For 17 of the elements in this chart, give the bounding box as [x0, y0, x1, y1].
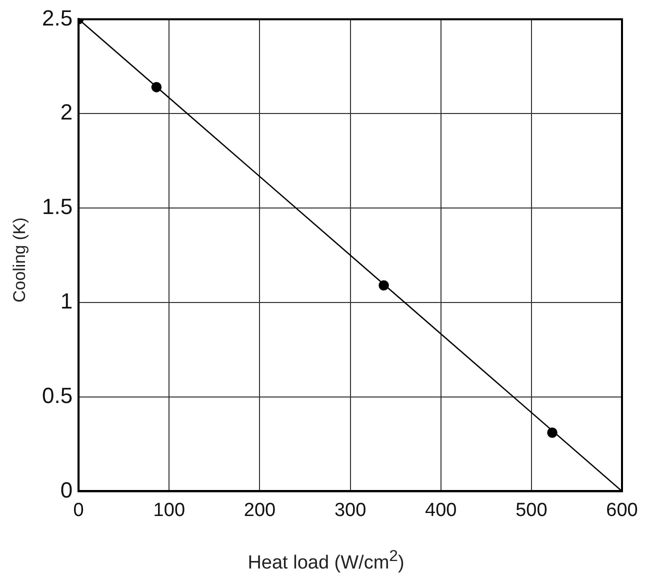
x-tick-label: 300 [334, 500, 366, 521]
x-tick-label: 400 [425, 500, 457, 521]
y-tick-label: 1.5 [42, 194, 73, 220]
x-tick-label: 100 [153, 500, 186, 521]
point [547, 428, 558, 438]
y-axis-title: Cooling (K) [10, 216, 30, 305]
y-tick-label: 0.5 [42, 382, 73, 408]
x-axis-title: Heat load (W/cm$^{2}$) [246, 548, 406, 574]
y-tick-label: 0 [60, 477, 73, 502]
y-tick-label: 2.5 [42, 5, 73, 30]
x-tick-label: 200 [244, 500, 276, 521]
point [378, 280, 389, 291]
x-tick-label: 600 [606, 500, 638, 521]
x-tick-label: 500 [516, 500, 548, 521]
y-tick-label: 2 [60, 100, 73, 125]
point [151, 82, 162, 92]
y-tick-label: 1 [60, 288, 73, 314]
